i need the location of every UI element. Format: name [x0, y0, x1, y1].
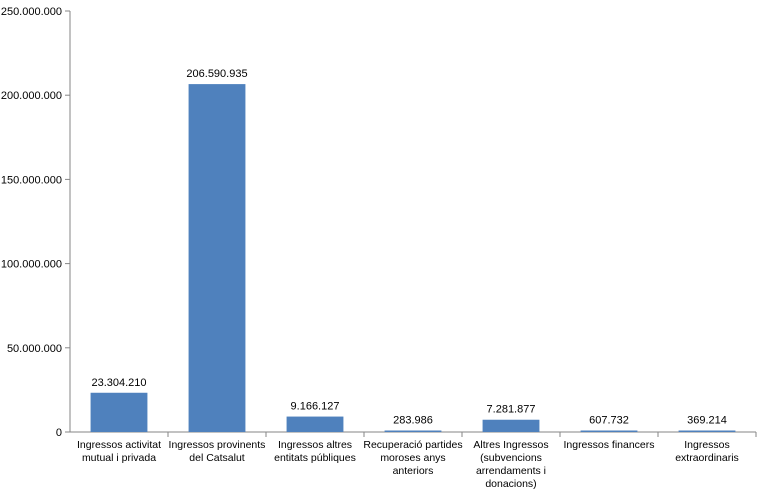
y-tick-label: 100.000.000	[1, 259, 62, 271]
bar	[90, 392, 148, 432]
bar	[188, 84, 246, 433]
data-labels: 23.304.210 206.590.935 9.166.127 283.986 7.2…	[91, 68, 726, 426]
data-label: 369.214	[687, 415, 727, 427]
y-tick-label: 150.000.000	[1, 174, 62, 186]
data-label: 9.166.127	[291, 401, 340, 413]
bar	[580, 430, 638, 432]
category-label: Ingressos provinents del Catsalut	[169, 439, 266, 464]
data-label: 23.304.210	[91, 377, 146, 389]
category-label: Ingressos altres entitats públiques	[274, 439, 356, 464]
category-label: Altres Ingressos (subvencions arrendaments…	[473, 439, 548, 490]
category-label: Ingressos financers	[563, 439, 654, 451]
data-label: 206.590.935	[186, 68, 247, 80]
bar	[482, 419, 540, 432]
bar	[678, 430, 736, 432]
bar	[286, 416, 344, 432]
y-tick-label: 0	[56, 427, 62, 439]
y-tick-label: 200.000.000	[1, 90, 62, 102]
y-tick-label: 50.000.000	[7, 343, 62, 355]
category-labels: Ingressos activitat mutual i privada Ingre…	[77, 439, 739, 490]
data-label: 607.732	[589, 415, 629, 427]
bar	[384, 430, 442, 432]
category-label: Ingressos extraordinaris	[675, 439, 739, 464]
y-axis-ticks: 0 50.000.000 100.000.000 150.000.000 200.000…	[1, 6, 70, 439]
data-label: 283.986	[393, 415, 433, 427]
bars	[90, 84, 757, 437]
axes	[69, 11, 756, 433]
data-label: 7.281.877	[487, 404, 536, 416]
y-tick-label: 250.000.000	[1, 6, 62, 18]
category-label: Ingressos activitat mutual i privada	[77, 439, 161, 464]
category-label: Recuperació partides moroses anys anterior…	[363, 439, 462, 477]
